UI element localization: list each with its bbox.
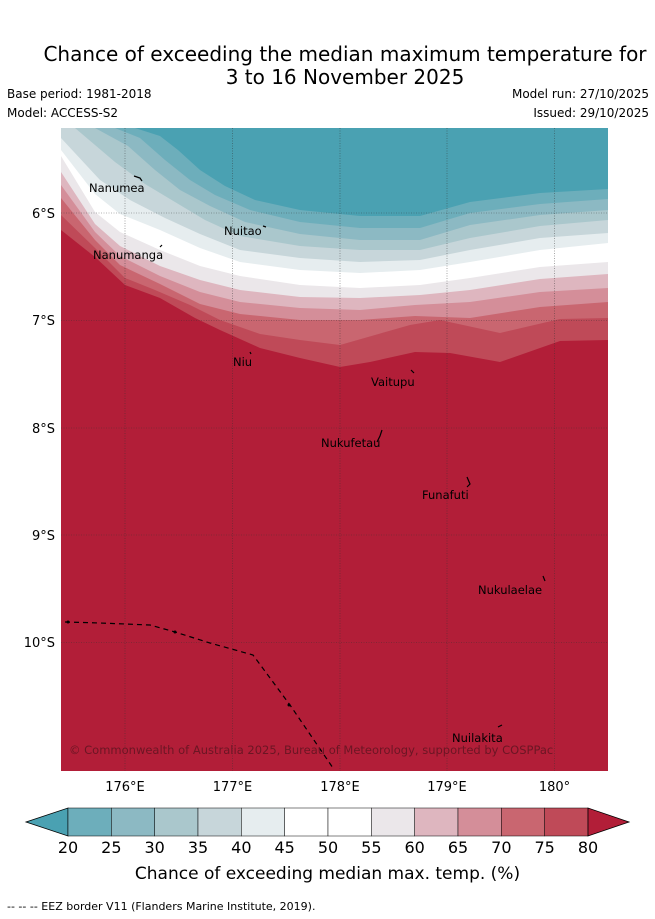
longitude-axis: 176°E 177°E 178°E 179°E 180° [105,780,570,795]
lat-label-7s: 7°S [32,314,55,329]
title-line-2: 3 to 16 November 2025 [225,65,465,89]
colorbar-tick-label: 30 [144,838,165,857]
label-nuitao: Nuitao [224,224,262,238]
issued-date: Issued: 29/10/2025 [533,106,649,120]
label-funafuti: Funafuti [422,488,469,502]
colorbar-tick-label: 50 [317,838,339,857]
label-nuilakita: Nuilakita [452,731,503,745]
colorbar-segment [371,807,415,837]
colorbar-tick-label: 70 [491,838,512,857]
colorbar-segment [197,807,242,837]
model-run: Model run: 27/10/2025 [511,87,649,101]
colorbar-segment [544,807,589,837]
probability-contours [61,128,608,771]
island-shapes [133,175,546,728]
colorbar-segment [501,807,545,837]
colorbar-extend-high [587,807,631,837]
copyright-notice: © Commonwealth of Australia 2025, Bureau… [69,743,553,757]
colorbar-extend-low [24,807,69,837]
colorbar-tick-label: 55 [361,838,382,857]
colorbar-tick-label: 20 [57,838,79,857]
label-vaitupu: Vaitupu [371,375,415,389]
label-nukulaelae: Nukulaelae [478,583,542,597]
lat-label-6s: 6°S [32,207,55,222]
colorbar-tick-label: 25 [101,838,122,857]
colorbar-tick-label: 80 [577,838,599,857]
colorbar-segment [284,807,329,837]
colorbar [24,807,631,837]
lat-label-10s: 10°S [24,636,55,651]
label-nanumea: Nanumea [89,181,145,195]
title-line-1: Chance of exceeding the median maximum t… [43,42,647,66]
lon-label-178e: 178°E [320,780,360,795]
lat-label-9s: 9°S [32,529,55,544]
island-labels: Nanumea Nuitao Nanumanga Niu Vaitupu Nuk… [89,181,542,745]
colorbar-segment [457,807,502,837]
colorbar-tick-label: 60 [404,838,425,857]
eez-vertices [66,620,291,707]
colorbar-segment [414,807,459,837]
model-name: Model: ACCESS-S2 [7,106,119,120]
label-nukufetau: Nukufetau [321,436,380,450]
label-nanumanga: Nanumanga [93,248,163,262]
eez-footnote: -- -- -- EEZ border V11 (Flanders Marine… [7,900,316,913]
colorbar-tick-label: 75 [534,838,555,857]
colorbar-segment [111,807,155,837]
colorbar-segment [241,807,285,837]
lat-label-8s: 8°S [32,422,55,437]
lon-label-180: 180° [539,780,570,795]
base-period: Base period: 1981-2018 [7,87,152,101]
colorbar-segment [327,807,372,837]
eez-border [64,621,334,769]
lon-label-177e: 177°E [213,780,253,795]
band-below-20 [135,128,608,216]
label-niu: Niu [233,355,252,369]
colorbar-tick-label: 65 [447,838,469,857]
colorbar-title: Chance of exceeding median max. temp. (%… [134,864,521,884]
colorbar-tick-label: 35 [187,838,209,857]
colorbar-tick-label: 45 [274,838,295,857]
graticule [61,128,608,771]
colorbar-tick-label: 40 [231,838,252,857]
lon-label-176e: 176°E [105,780,145,795]
colorbar-segment [67,807,112,837]
lon-label-179e: 179°E [427,780,467,795]
colorbar-segment [154,807,199,837]
latitude-axis: 6°S 7°S 8°S 9°S 10°S [24,207,55,651]
